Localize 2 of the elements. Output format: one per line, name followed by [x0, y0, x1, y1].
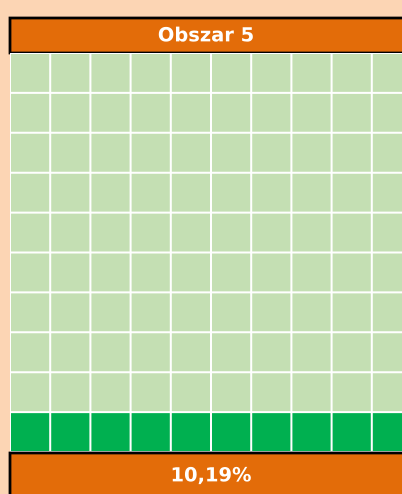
text: Obszar 5 — [158, 26, 253, 42]
data-label: 10,19% — [172, 466, 251, 484]
